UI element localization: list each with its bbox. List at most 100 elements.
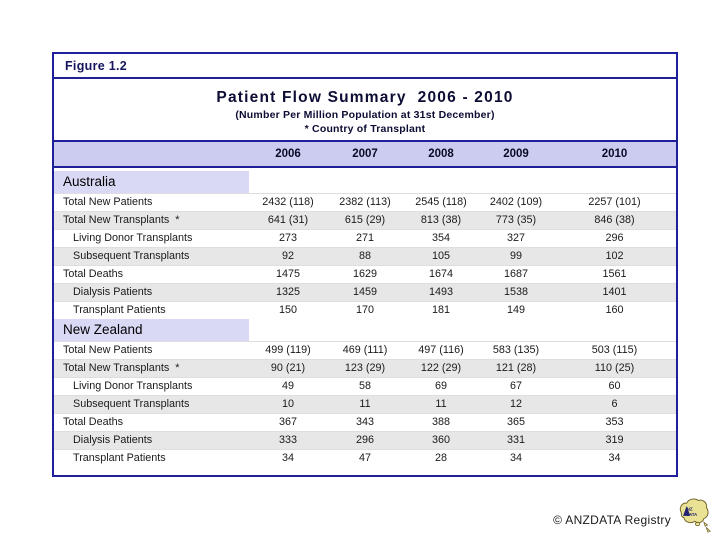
row-value-2009: 149 bbox=[506, 304, 525, 316]
row-value-2006: 333 bbox=[278, 434, 297, 446]
table-row: Transplant Patients 150 170 181 149 160 bbox=[54, 301, 676, 319]
year-header-2007: 2007 bbox=[352, 148, 378, 160]
row-value-2009: 773 (35) bbox=[495, 214, 537, 226]
row-label: Living Donor Transplants bbox=[73, 380, 193, 392]
row-value-2008: 388 bbox=[431, 416, 450, 428]
table-row: Total New Transplants * 90 (21) 123 (29) 12… bbox=[54, 359, 676, 377]
row-label: Total Deaths bbox=[63, 268, 124, 280]
year-header-row: 2006 2007 2008 2009 2010 bbox=[54, 142, 676, 168]
table-row: Total New Patients 2432 (118) 2382 (113) 25… bbox=[54, 193, 676, 211]
row-value-2010: 503 (115) bbox=[591, 344, 638, 356]
row-value-2006: 273 bbox=[278, 232, 297, 244]
copyright-credit: © ANZDATA Registry bbox=[553, 513, 671, 527]
row-value-2008: 813 (38) bbox=[420, 214, 462, 226]
row-value-2008: 122 (29) bbox=[420, 362, 462, 374]
row-value-2008: 69 bbox=[434, 380, 447, 392]
row-value-2006: 34 bbox=[281, 452, 294, 464]
row-value-2009: 583 (135) bbox=[492, 344, 540, 356]
row-value-2006: 10 bbox=[281, 398, 294, 410]
table-row: Total Deaths 1475 1629 1674 1687 1561 bbox=[54, 265, 676, 283]
row-value-2007: 1459 bbox=[352, 286, 378, 298]
row-value-2006: 641 (31) bbox=[267, 214, 309, 226]
section-title: Australia bbox=[54, 171, 249, 193]
row-value-2006: 367 bbox=[278, 416, 297, 428]
table-row: Subsequent Transplants 92 88 105 99 102 bbox=[54, 247, 676, 265]
row-value-2010: 296 bbox=[605, 232, 624, 244]
row-value-2009: 365 bbox=[506, 416, 525, 428]
row-value-2009: 99 bbox=[509, 250, 522, 262]
row-value-2007: 170 bbox=[355, 304, 374, 316]
year-header-2009: 2009 bbox=[503, 148, 529, 160]
svg-text:DATA: DATA bbox=[686, 512, 697, 517]
table-row: Living Donor Transplants 273 271 354 327 296 bbox=[54, 229, 676, 247]
row-value-2009: 327 bbox=[506, 232, 525, 244]
row-label: Living Donor Transplants bbox=[73, 232, 193, 244]
row-value-2007: 615 (29) bbox=[344, 214, 386, 226]
row-value-2007: 88 bbox=[358, 250, 371, 262]
row-value-2007: 11 bbox=[359, 398, 371, 410]
row-value-2007: 469 (111) bbox=[342, 344, 388, 356]
row-label: Transplant Patients bbox=[73, 452, 166, 464]
row-value-2007: 47 bbox=[358, 452, 371, 464]
row-value-2009: 2402 (109) bbox=[489, 196, 543, 208]
row-label: Total New Patients bbox=[63, 344, 153, 356]
row-value-2006: 2432 (118) bbox=[262, 196, 314, 208]
table-row: Total New Patients 499 (119) 469 (111) 497 … bbox=[54, 341, 676, 359]
row-value-2006: 92 bbox=[281, 250, 294, 262]
row-value-2009: 12 bbox=[509, 398, 522, 410]
row-value-2007: 271 bbox=[355, 232, 374, 244]
row-value-2010: 110 (25) bbox=[594, 362, 635, 374]
row-label: Total New Transplants * bbox=[63, 362, 180, 374]
anzdata-australia-map-logo-icon: NZ DATA bbox=[679, 498, 711, 533]
row-value-2010: 2257 (101) bbox=[588, 196, 641, 208]
row-value-2007: 2382 (113) bbox=[339, 196, 391, 208]
row-value-2009: 67 bbox=[509, 380, 522, 392]
row-value-2008: 360 bbox=[431, 434, 450, 446]
section-header-new-zealand: New Zealand bbox=[54, 319, 676, 341]
row-value-2006: 90 (21) bbox=[270, 362, 306, 374]
row-label: Dialysis Patients bbox=[73, 286, 153, 298]
row-value-2010: 846 (38) bbox=[594, 214, 635, 226]
year-header-2008: 2008 bbox=[428, 148, 454, 160]
section-title: New Zealand bbox=[54, 319, 249, 341]
row-value-2009: 1538 bbox=[503, 286, 529, 298]
row-value-2006: 499 (119) bbox=[265, 344, 311, 356]
row-value-2008: 11 bbox=[435, 398, 447, 410]
row-value-2010: 102 bbox=[605, 250, 624, 262]
row-value-2009: 1687 bbox=[503, 268, 529, 280]
subtitle-population: (Number Per Million Population at 31st D… bbox=[235, 109, 495, 121]
row-value-2010: 319 bbox=[605, 434, 624, 446]
row-label: Subsequent Transplants bbox=[73, 250, 190, 262]
row-value-2010: 353 bbox=[605, 416, 624, 428]
table-row: Living Donor Transplants 49 58 69 67 60 bbox=[54, 377, 676, 395]
row-value-2007: 123 (29) bbox=[344, 362, 386, 374]
row-value-2007: 343 bbox=[355, 416, 374, 428]
row-value-2009: 34 bbox=[509, 452, 522, 464]
year-header-2010: 2010 bbox=[601, 148, 628, 160]
row-value-2010: 1401 bbox=[602, 286, 627, 298]
row-value-2008: 2545 (118) bbox=[415, 196, 467, 208]
row-value-2007: 58 bbox=[358, 380, 371, 392]
row-value-2006: 150 bbox=[278, 304, 297, 316]
table-row: Dialysis Patients 1325 1459 1493 1538 1401 bbox=[54, 283, 676, 301]
row-value-2010: 34 bbox=[608, 452, 621, 464]
row-value-2010: 60 bbox=[608, 380, 621, 392]
row-value-2010: 1561 bbox=[602, 268, 627, 280]
subtitle-country-of-transplant: * Country of Transplant bbox=[304, 123, 426, 135]
row-value-2008: 354 bbox=[431, 232, 450, 244]
table-row: Total Deaths 367 343 388 365 353 bbox=[54, 413, 676, 431]
table-row: Subsequent Transplants 10 11 11 12 6 bbox=[54, 395, 676, 413]
row-value-2008: 105 bbox=[431, 250, 450, 262]
row-value-2008: 181 bbox=[431, 304, 450, 316]
row-value-2009: 331 bbox=[506, 434, 525, 446]
figure-box: Figure 1.2 Patient Flow Summary 2006 - 2… bbox=[52, 52, 678, 477]
section-header-australia: Australia bbox=[54, 171, 676, 193]
title-block: Patient Flow Summary 2006 - 2010 (Number… bbox=[54, 79, 676, 142]
row-label: Total New Transplants * bbox=[63, 214, 180, 226]
row-value-2008: 497 (116) bbox=[418, 344, 464, 356]
row-label: Dialysis Patients bbox=[73, 434, 153, 446]
table-row: Transplant Patients 34 47 28 34 34 bbox=[54, 449, 676, 467]
row-label: Transplant Patients bbox=[73, 304, 166, 316]
row-value-2008: 28 bbox=[434, 452, 447, 464]
